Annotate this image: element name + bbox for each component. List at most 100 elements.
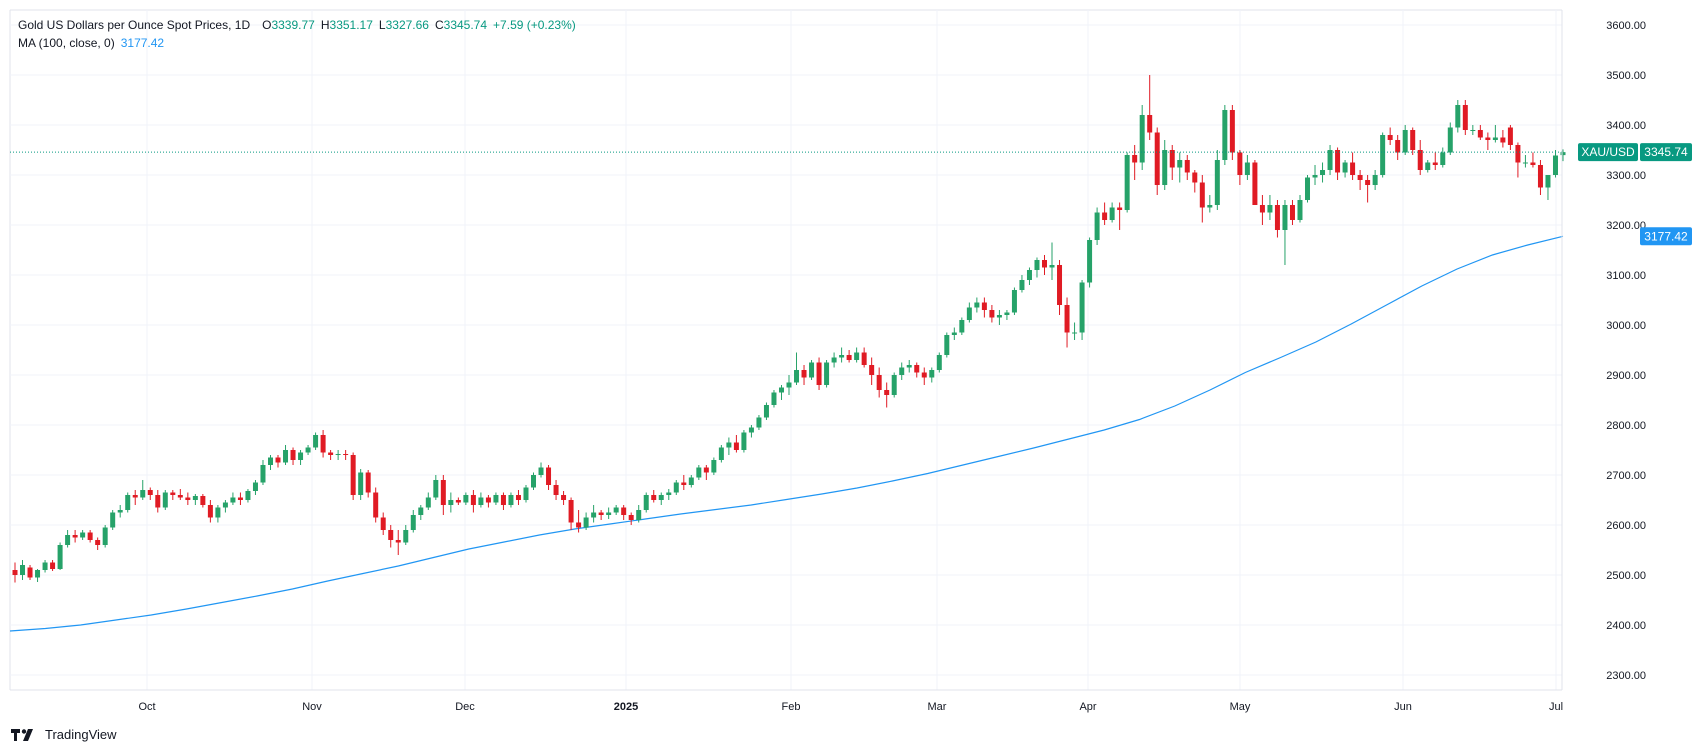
candle	[1417, 140, 1423, 175]
candle	[546, 465, 552, 490]
x-tick-label: May	[1230, 701, 1251, 713]
ma-label: MA (100, close, 0)	[18, 36, 115, 50]
tradingview-brand[interactable]: TradingView	[11, 727, 117, 742]
candle	[809, 360, 815, 380]
candle	[50, 560, 56, 571]
y-tick-label: 3200.00	[1606, 220, 1646, 232]
y-tick-label: 2900.00	[1606, 370, 1646, 382]
candle	[177, 489, 183, 500]
candle	[80, 530, 86, 540]
candle	[1402, 125, 1408, 155]
candle	[1259, 195, 1265, 225]
ma-legend-row[interactable]: MA (100, close, 0) 3177.42	[18, 34, 576, 52]
candle	[613, 505, 619, 515]
candle	[1500, 130, 1506, 148]
ma-badge-label: 3177.42	[1644, 229, 1688, 243]
candle	[388, 525, 394, 548]
candle	[591, 505, 597, 523]
candle	[778, 385, 784, 400]
candle	[1447, 122, 1453, 155]
candle	[320, 430, 326, 458]
candle	[35, 569, 41, 582]
y-tick-label: 3400.00	[1606, 120, 1646, 132]
candle	[1560, 149, 1566, 162]
y-tick-label: 3100.00	[1606, 270, 1646, 282]
candle	[192, 494, 198, 505]
candle	[395, 530, 401, 555]
candle	[1094, 207, 1100, 245]
ma-line	[9, 235, 1564, 632]
x-tick-label: Nov	[302, 701, 322, 713]
candle	[989, 305, 995, 323]
candle	[470, 490, 476, 513]
candle	[403, 525, 409, 545]
candle	[666, 489, 672, 500]
candle	[65, 530, 71, 548]
candle	[373, 487, 379, 523]
ma-price-badge: 3177.42	[1640, 227, 1692, 246]
candle	[222, 500, 228, 513]
candle	[786, 375, 792, 395]
candle	[185, 492, 191, 505]
candle	[1530, 152, 1536, 168]
candle	[1327, 145, 1333, 175]
candle	[493, 492, 499, 505]
candle	[1117, 202, 1123, 230]
candle	[1320, 162, 1326, 183]
candle	[936, 352, 942, 373]
x-axis[interactable]: Oct Nov Dec 2025 Feb Mar Apr May Jun Jul	[10, 689, 1563, 713]
candle	[1019, 275, 1025, 293]
y-tick-label: 2800.00	[1606, 420, 1646, 432]
candle	[824, 360, 830, 388]
candle	[1026, 267, 1032, 285]
x-tick-label: Jun	[1394, 701, 1412, 713]
price-badge-label: 3345.74	[1644, 145, 1688, 159]
candle	[350, 452, 356, 500]
candle	[1229, 105, 1235, 160]
candle	[1297, 195, 1303, 223]
candle	[1214, 150, 1220, 210]
candle	[95, 537, 101, 550]
candle	[425, 492, 431, 510]
candle	[1072, 322, 1078, 340]
candle	[658, 492, 664, 505]
candle	[110, 510, 116, 530]
candle	[576, 510, 582, 533]
candle	[433, 475, 439, 500]
y-tick-label: 3300.00	[1606, 170, 1646, 182]
low-value: 3327.66	[385, 18, 429, 32]
candle	[1154, 127, 1160, 195]
candle	[162, 490, 168, 510]
interval-label: 1D	[234, 18, 251, 32]
candle	[553, 480, 559, 500]
candle	[1252, 160, 1258, 205]
candle	[816, 357, 822, 390]
candle	[1041, 255, 1047, 275]
candle	[27, 565, 33, 580]
candle	[1087, 237, 1093, 288]
candle	[696, 465, 702, 480]
candle	[1470, 125, 1476, 135]
ohlc-legend-row[interactable]: Gold US Dollars per Ounce Spot Prices , …	[18, 18, 576, 32]
brand-name: TradingView	[45, 727, 117, 742]
x-tick-label: Oct	[138, 701, 155, 713]
y-axis[interactable]: 3600.00 3500.00 3400.00 3300.00 3200.00 3100.…	[1561, 10, 1646, 690]
candle	[831, 352, 837, 368]
candle	[1237, 150, 1243, 185]
candle	[1507, 125, 1513, 150]
candle	[741, 430, 747, 453]
candle	[1267, 195, 1273, 220]
candle	[1440, 147, 1446, 168]
candle	[1222, 105, 1228, 165]
candle	[313, 432, 319, 450]
candle	[207, 500, 213, 523]
candle	[1162, 140, 1168, 190]
candle	[463, 492, 469, 505]
candle	[959, 317, 965, 335]
candle	[358, 469, 364, 500]
candle	[283, 445, 289, 465]
candle	[869, 357, 875, 385]
moving-average-layer	[9, 235, 1564, 632]
candle	[1365, 175, 1371, 203]
